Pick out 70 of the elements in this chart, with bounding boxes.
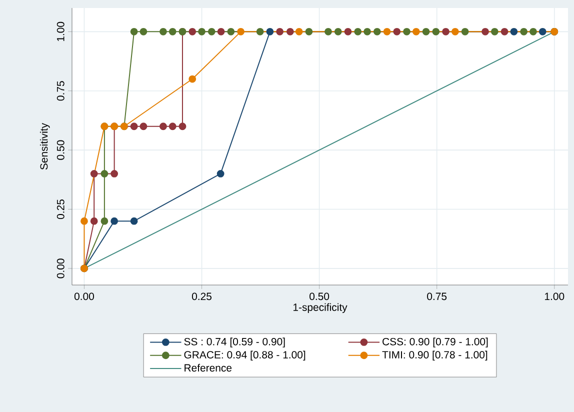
x-tick-label: 0.25 (192, 292, 212, 300)
point (393, 28, 401, 36)
point (412, 28, 420, 36)
point (100, 217, 108, 225)
point (188, 75, 196, 83)
point (227, 28, 235, 36)
point (510, 28, 518, 36)
point (237, 28, 244, 36)
point (256, 28, 264, 36)
x-tick-label: 0.00 (74, 292, 94, 300)
x-axis-title: 1-specificity (293, 303, 348, 314)
legend-label: GRACE: 0.94 [0.88 - 1.00] (184, 350, 306, 361)
point (451, 28, 459, 36)
point (286, 28, 294, 36)
point (198, 28, 206, 36)
point (266, 28, 274, 36)
y-tick-label: 0.00 (56, 258, 64, 278)
point (403, 28, 410, 36)
point (520, 28, 528, 36)
point (90, 170, 98, 178)
point (530, 28, 537, 36)
legend-label: SS : 0.74 [0.59 - 0.90] (184, 338, 285, 348)
point (373, 28, 381, 36)
point (100, 170, 108, 178)
point (354, 28, 362, 36)
point (80, 217, 88, 225)
point (140, 122, 148, 130)
point (344, 28, 352, 36)
point (324, 28, 332, 36)
point (334, 28, 342, 36)
point (432, 28, 440, 36)
point (90, 217, 98, 225)
point (168, 122, 176, 130)
y-tick-label: 0.75 (56, 81, 64, 101)
point (110, 170, 118, 178)
point (208, 28, 216, 36)
x-tick-label: 0.75 (427, 292, 447, 300)
point (110, 217, 118, 225)
point (217, 28, 225, 36)
point (188, 28, 196, 36)
y-tick-label: 0.25 (56, 200, 64, 220)
point (160, 28, 167, 36)
y-axis-title: Sensitivity (40, 122, 50, 170)
point (178, 122, 186, 130)
point (130, 28, 138, 36)
point (130, 217, 138, 225)
point (295, 28, 303, 36)
x-tick-label: 0.50 (310, 292, 330, 300)
legend-label: TIMI: 0.90 [0.78 - 1.00] (382, 350, 488, 361)
point (490, 28, 498, 36)
point (130, 122, 138, 130)
legend-label: Reference (184, 364, 232, 372)
point (383, 28, 391, 36)
point (364, 28, 371, 36)
point (500, 28, 508, 36)
point (305, 28, 313, 36)
point (216, 170, 224, 178)
point (160, 122, 167, 130)
y-tick-label: 1.00 (56, 22, 64, 42)
x-tick-label: 1.00 (544, 292, 564, 300)
point (422, 28, 430, 36)
point (140, 28, 148, 36)
point (168, 28, 176, 36)
point (461, 28, 469, 36)
point (482, 28, 489, 36)
legend-label: CSS: 0.90 [0.79 - 1.00] (382, 338, 488, 348)
point (276, 28, 284, 36)
point (442, 28, 450, 36)
y-tick-label: 0.50 (56, 140, 64, 160)
point (538, 28, 546, 36)
